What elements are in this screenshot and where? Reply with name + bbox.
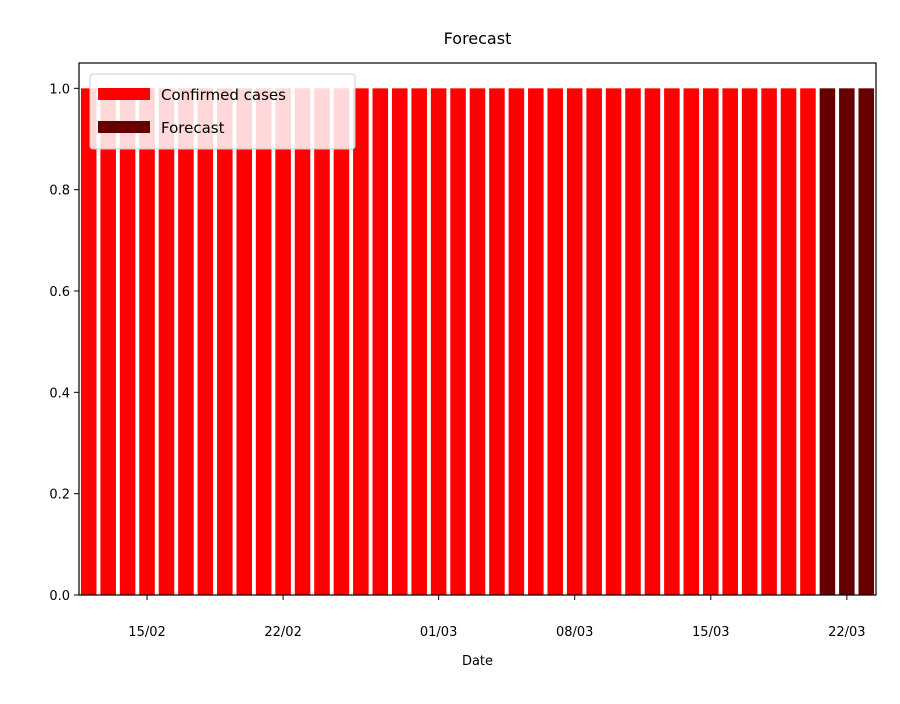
y-tick-label: 0.2 [49,488,70,503]
bar-confirmed-2020-02-21 [255,88,272,595]
bar-confirmed-2020-03-08 [566,88,583,595]
bar-confirmed-2020-03-09 [586,88,602,595]
bar-confirmed-2020-02-12 [80,88,97,595]
bar-confirmed-2020-02-17 [178,88,194,595]
chart-title: Forecast [444,29,512,48]
bar-confirmed-2020-02-29 [411,88,427,595]
bar-confirmed-2020-03-16 [722,88,738,595]
y-axis: 0.0 0.2 0.4 0.6 0.8 1.0 [49,82,79,604]
bar-confirmed-2020-03-06 [528,88,544,595]
bar-confirmed-2020-03-15 [702,88,719,595]
bar-confirmed-2020-03-01 [430,88,447,595]
x-tick-label: 22/02 [264,625,301,640]
x-tick-label: 15/02 [128,625,165,640]
x-tick-label: 15/03 [692,625,729,640]
x-tick-label: 22/03 [828,625,865,640]
axes-frame [78,62,877,596]
bar-confirmed-2020-02-15 [139,88,155,595]
bar-confirmed-2020-03-07 [547,88,564,595]
bar-confirmed-2020-03-11 [625,88,641,595]
y-tick-label: 1.0 [49,82,70,97]
bar-confirmed-2020-03-17 [741,88,758,595]
y-tick-label: 0.6 [49,285,70,300]
bar-confirmed-2020-02-14 [119,88,136,595]
bar-confirmed-2020-02-27 [372,88,389,595]
bar-confirmed-2020-03-12 [644,88,661,595]
bar-confirmed-2020-03-10 [605,88,622,595]
bar-confirmed-2020-03-19 [780,88,797,595]
legend-swatch [98,121,150,133]
bar-confirmed-2020-02-26 [353,88,369,595]
legend: Confirmed cases Forecast [89,73,356,150]
bar-confirmed-2020-03-04 [489,88,505,595]
bar-confirmed-2020-02-19 [217,88,233,595]
bar-confirmed-2020-03-13 [664,88,680,595]
x-axis-label: Date [462,654,493,669]
x-axis: 15/02 22/02 01/03 08/03 15/03 22/03 [128,595,866,640]
bar-confirmed-2020-02-24 [314,88,330,595]
bar-confirmed-2020-02-28 [391,88,408,595]
legend-box [89,73,356,150]
y-tick-label: 0.0 [49,589,70,604]
bar-confirmed-2020-03-18 [761,88,777,595]
bar-confirmed-2020-02-13 [100,88,116,595]
bars-group [80,88,875,595]
x-tick-label: 08/03 [556,625,593,640]
bar-confirmed-2020-03-20 [800,88,816,595]
bar-confirmed-2020-02-25 [333,88,350,595]
bar-forecast-2020-03-23 [858,88,875,595]
bar-confirmed-2020-02-16 [158,88,175,595]
bar-confirmed-2020-03-02 [450,88,466,595]
x-tick-label: 01/03 [420,625,457,640]
y-tick-label: 0.4 [49,386,70,401]
bar-confirmed-2020-02-22 [275,88,291,595]
bar-confirmed-2020-03-05 [508,88,525,595]
bar-confirmed-2020-02-23 [294,88,311,595]
bar-forecast-2020-03-21 [819,88,836,595]
bar-confirmed-2020-02-20 [236,88,253,595]
bar-forecast-2020-03-22 [839,88,855,595]
legend-label: Confirmed cases [161,86,286,104]
y-tick-label: 0.8 [49,184,70,199]
legend-swatch [98,88,150,100]
bar-confirmed-2020-03-14 [683,88,700,595]
bar-confirmed-2020-02-18 [197,88,214,595]
bar-confirmed-2020-03-03 [469,88,486,595]
legend-label: Forecast [161,119,225,137]
